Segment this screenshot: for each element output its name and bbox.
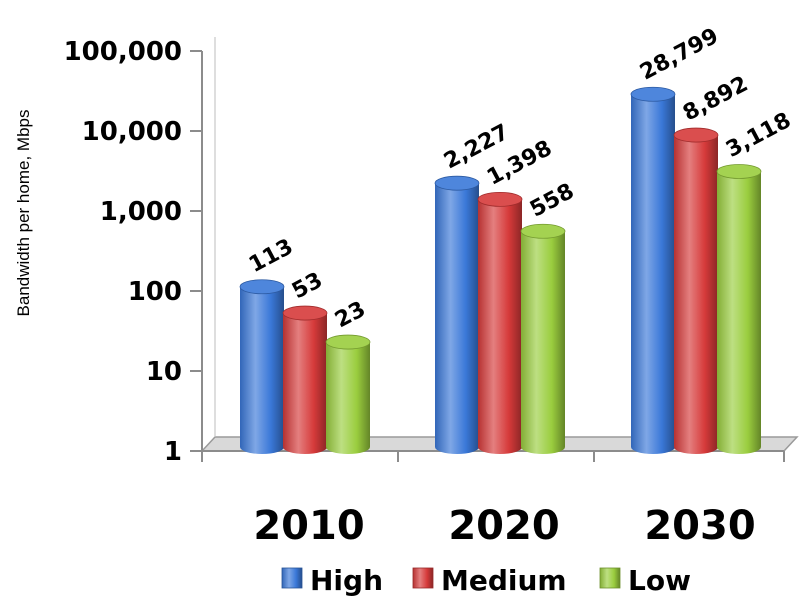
bar-top — [282, 305, 328, 321]
bar-medium-2020 — [477, 191, 523, 454]
y-tick-label: 10,000 — [82, 117, 182, 147]
y-tick-label: 1 — [164, 437, 182, 467]
legend-item-low: Low — [599, 564, 691, 596]
legend-item-high: High — [281, 564, 383, 596]
legend-label: Medium — [441, 564, 567, 596]
bar-top — [630, 86, 676, 102]
bar-body — [674, 135, 718, 454]
bar-medium-2010 — [282, 305, 328, 454]
y-tick-label: 100,000 — [64, 37, 182, 67]
y-tick-label: 100 — [128, 277, 182, 307]
bar-body — [478, 199, 522, 454]
legend: High Medium Low — [281, 564, 691, 596]
data-label: 8,892 — [679, 72, 752, 127]
y-axis: 1 10 100 1,000 10,000 100,000 — [64, 37, 203, 467]
bar-body — [631, 94, 675, 454]
bar-top — [434, 175, 480, 191]
bar-high-2030 — [630, 86, 676, 454]
legend-label: High — [310, 564, 383, 596]
bar-body — [283, 313, 327, 454]
y-tick-label: 1,000 — [100, 197, 182, 227]
bar-body — [326, 342, 370, 454]
bar-body — [240, 286, 284, 454]
bar-body — [521, 231, 565, 454]
y-tick-label: 10 — [146, 357, 182, 387]
legend-swatch — [281, 567, 303, 589]
bar-medium-2030 — [673, 127, 719, 454]
bar-low-2020 — [520, 223, 566, 454]
data-label: 558 — [526, 179, 578, 223]
data-label: 113 — [245, 234, 297, 278]
bar-top — [520, 223, 566, 239]
y-axis-label: Bandwidth per home, Mbps — [14, 110, 33, 317]
bar-low-2010 — [325, 334, 371, 454]
bar-high-2020 — [434, 175, 480, 455]
legend-item-medium: Medium — [412, 564, 567, 596]
data-label: 53 — [288, 268, 327, 304]
data-label: 3,118 — [722, 108, 795, 163]
legend-swatch — [412, 567, 434, 589]
legend-label: Low — [628, 564, 691, 596]
data-label: 23 — [331, 297, 370, 333]
bar-high-2010 — [239, 279, 285, 454]
bar-top — [477, 191, 523, 207]
legend-swatch — [599, 567, 621, 589]
bars — [239, 86, 762, 455]
bar-top — [716, 164, 762, 179]
data-label: 28,799 — [636, 24, 723, 86]
bar-low-2030 — [716, 164, 762, 454]
bar-top — [325, 334, 371, 350]
bar-top — [673, 127, 719, 143]
bar-body — [717, 171, 761, 454]
category-label: 2020 — [448, 503, 559, 549]
x-axis: 2010 2020 2030 — [201, 450, 785, 549]
category-label: 2010 — [253, 503, 364, 549]
bar-body — [435, 183, 479, 455]
bar-top — [239, 279, 285, 295]
category-label: 2030 — [644, 503, 755, 549]
